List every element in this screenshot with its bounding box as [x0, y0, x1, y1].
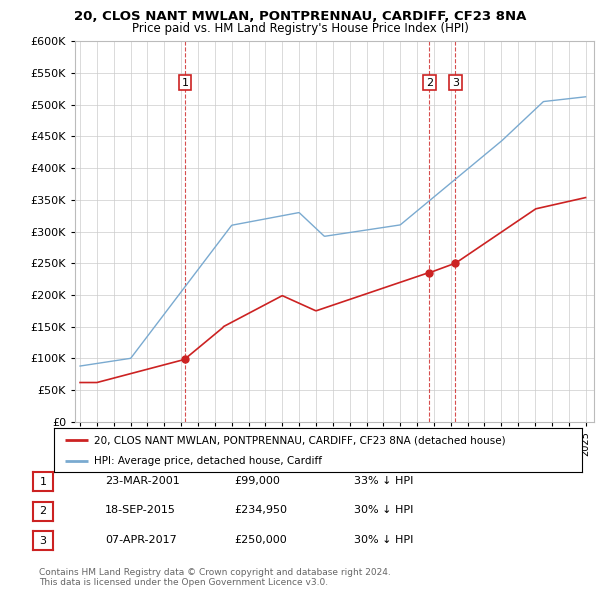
- Text: 20, CLOS NANT MWLAN, PONTPRENNAU, CARDIFF, CF23 8NA: 20, CLOS NANT MWLAN, PONTPRENNAU, CARDIF…: [74, 10, 526, 23]
- Text: 07-APR-2017: 07-APR-2017: [105, 535, 177, 545]
- Text: 30% ↓ HPI: 30% ↓ HPI: [354, 535, 413, 545]
- Text: Price paid vs. HM Land Registry's House Price Index (HPI): Price paid vs. HM Land Registry's House …: [131, 22, 469, 35]
- Text: 30% ↓ HPI: 30% ↓ HPI: [354, 506, 413, 515]
- Text: 1: 1: [181, 77, 188, 87]
- Text: 2: 2: [425, 77, 433, 87]
- Text: 20, CLOS NANT MWLAN, PONTPRENNAU, CARDIFF, CF23 8NA (detached house): 20, CLOS NANT MWLAN, PONTPRENNAU, CARDIF…: [94, 435, 505, 445]
- Text: 18-SEP-2015: 18-SEP-2015: [105, 506, 176, 515]
- Text: 33% ↓ HPI: 33% ↓ HPI: [354, 476, 413, 486]
- Text: £99,000: £99,000: [234, 476, 280, 486]
- Text: 1: 1: [40, 477, 46, 487]
- Text: 3: 3: [452, 77, 459, 87]
- Text: 3: 3: [40, 536, 46, 546]
- Text: £234,950: £234,950: [234, 506, 287, 515]
- Text: HPI: Average price, detached house, Cardiff: HPI: Average price, detached house, Card…: [94, 456, 322, 466]
- Text: 2: 2: [40, 506, 46, 516]
- Text: £250,000: £250,000: [234, 535, 287, 545]
- Text: Contains HM Land Registry data © Crown copyright and database right 2024.
This d: Contains HM Land Registry data © Crown c…: [39, 568, 391, 587]
- Text: 23-MAR-2001: 23-MAR-2001: [105, 476, 180, 486]
